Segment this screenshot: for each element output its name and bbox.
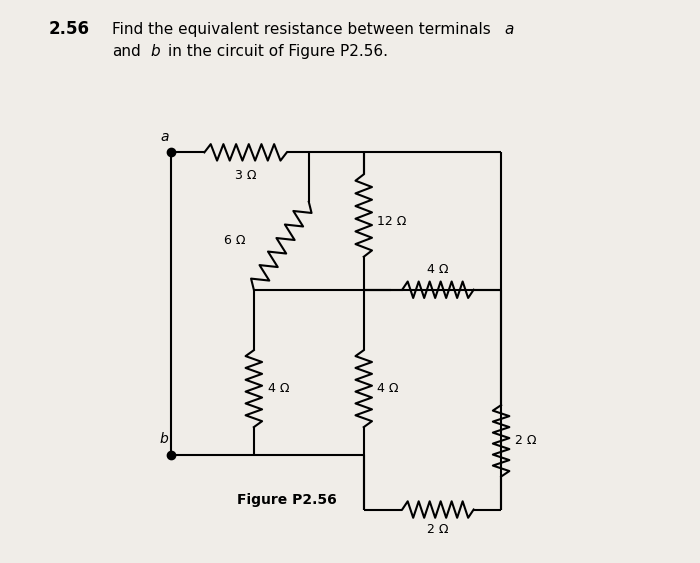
Text: 2 Ω: 2 Ω (427, 523, 449, 537)
Text: 4 Ω: 4 Ω (377, 382, 399, 395)
Text: in the circuit of Figure P2.56.: in the circuit of Figure P2.56. (168, 44, 388, 59)
Text: Figure P2.56: Figure P2.56 (237, 493, 337, 507)
Text: 12 Ω: 12 Ω (377, 215, 407, 227)
Text: 4 Ω: 4 Ω (427, 263, 449, 276)
Text: 2 Ω: 2 Ω (514, 434, 536, 448)
Text: 6 Ω: 6 Ω (224, 234, 246, 247)
Text: a: a (160, 130, 169, 144)
Text: b: b (150, 44, 160, 59)
Text: 4 Ω: 4 Ω (267, 382, 289, 395)
Text: 3 Ω: 3 Ω (234, 169, 256, 182)
Text: Find the equivalent resistance between terminals: Find the equivalent resistance between t… (112, 22, 491, 37)
Text: 2.56: 2.56 (49, 20, 90, 38)
Text: a: a (504, 22, 513, 37)
Text: b: b (160, 432, 169, 446)
Text: and: and (112, 44, 141, 59)
